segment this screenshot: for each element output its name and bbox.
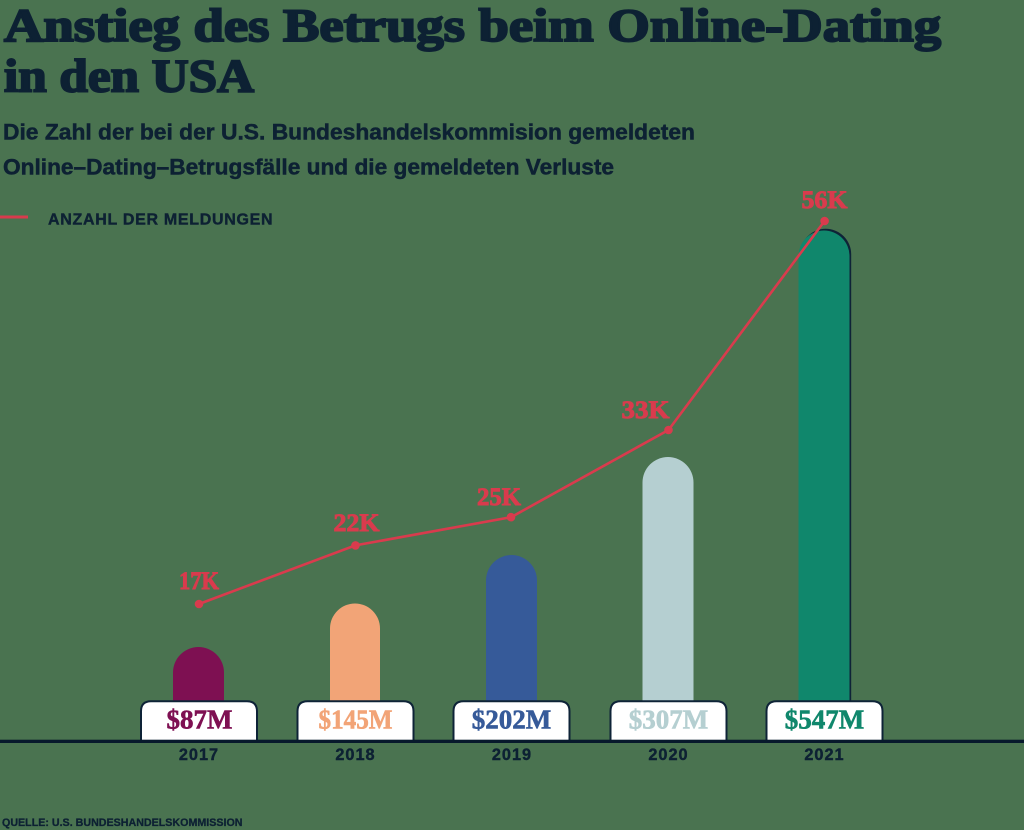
svg-text:33K: 33K bbox=[622, 397, 671, 424]
svg-text:25K: 25K bbox=[477, 484, 522, 511]
svg-text:QUELLE: U.S. BUNDESHANDELSKOMM: QUELLE: U.S. BUNDESHANDELSKOMMISSION bbox=[2, 817, 242, 829]
svg-text:17K: 17K bbox=[179, 568, 219, 595]
svg-text:Online–Dating–Betrugsfälle und: Online–Dating–Betrugsfälle und die gemel… bbox=[3, 155, 614, 180]
svg-text:$547M: $547M bbox=[785, 705, 864, 735]
svg-text:22K: 22K bbox=[334, 510, 381, 537]
svg-text:$145M: $145M bbox=[319, 705, 393, 735]
svg-text:56K: 56K bbox=[802, 187, 849, 214]
svg-text:Anstieg des Betrugs beim Onlin: Anstieg des Betrugs beim Online-Dating bbox=[4, 0, 942, 52]
svg-text:2020: 2020 bbox=[648, 746, 688, 764]
svg-text:$87M: $87M bbox=[167, 705, 233, 735]
svg-text:2018: 2018 bbox=[335, 746, 375, 764]
svg-text:$307M: $307M bbox=[629, 705, 708, 735]
svg-text:$202M: $202M bbox=[472, 705, 551, 735]
svg-text:2021: 2021 bbox=[804, 746, 844, 764]
svg-text:2017: 2017 bbox=[179, 746, 219, 764]
svg-text:ANZAHL DER MELDUNGEN: ANZAHL DER MELDUNGEN bbox=[48, 212, 273, 229]
svg-text:Die Zahl der bei der U.S. Bund: Die Zahl der bei der U.S. Bundeshandelsk… bbox=[3, 120, 695, 145]
svg-text:in den USA: in den USA bbox=[4, 51, 254, 103]
svg-text:2019: 2019 bbox=[492, 746, 532, 764]
